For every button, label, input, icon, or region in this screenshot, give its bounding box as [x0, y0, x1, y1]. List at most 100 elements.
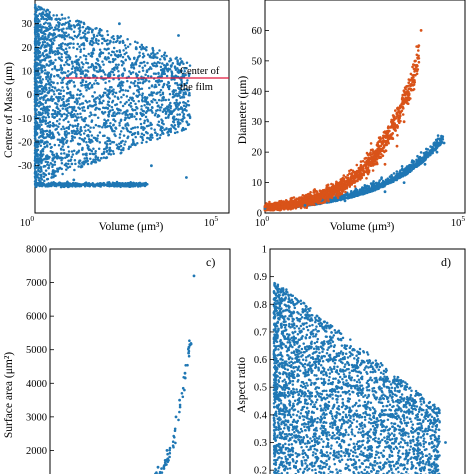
panel-a-point: [173, 66, 177, 69]
panel-a-point: [101, 37, 104, 40]
panel-a-point: [59, 104, 63, 108]
panel-a-point: [104, 141, 107, 144]
panel-a-point: [146, 136, 149, 140]
panel-a-point: [157, 114, 161, 118]
panel-a-point: [181, 120, 184, 123]
panel-a-point: [85, 61, 88, 65]
panel-a-point: [108, 183, 111, 186]
panel-a-point: [54, 128, 57, 131]
panel-a-point: [67, 153, 70, 156]
panel-a-point: [173, 108, 176, 111]
panel-a-point: [159, 93, 162, 97]
panel-a-point: [126, 113, 129, 117]
panel-a-point: [119, 144, 123, 148]
panel-a-point: [176, 113, 179, 116]
panel-a-point: [42, 64, 46, 68]
panel-a-point: [62, 100, 65, 104]
panel-a-point: [109, 142, 112, 146]
panel-a-point: [137, 99, 141, 103]
panel-a-point: [146, 118, 149, 122]
panel-a-point: [118, 183, 122, 186]
panel-a-point: [76, 122, 80, 126]
panel-a-point: [63, 43, 67, 46]
panel-a-point: [67, 111, 70, 115]
panel-a-point: [137, 78, 140, 81]
panel-a-point: [67, 120, 70, 124]
panel-a-point: [71, 65, 75, 68]
panel-b-point-blue: [408, 163, 411, 167]
panel-a-point: [136, 58, 139, 61]
panel-a-point: [129, 96, 132, 99]
panel-a-ytick-label: -10: [18, 114, 32, 125]
panel-a-point: [164, 116, 168, 120]
panel-a-point: [61, 86, 64, 89]
panel-a-point: [33, 137, 37, 140]
panel-a-point: [157, 120, 161, 124]
panel-a-point: [85, 141, 88, 144]
panel-b-point-blue: [354, 187, 358, 190]
panel-a-point: [144, 97, 147, 101]
panel-a-point: [59, 58, 63, 62]
panel-a-point: [57, 23, 61, 26]
panel-a-point: [175, 92, 178, 95]
panel-a-point: [61, 172, 64, 176]
panel-a-point: [67, 132, 71, 135]
panel-a-point: [33, 157, 37, 160]
panel-a-point: [101, 60, 104, 63]
panel-a-point: [107, 139, 110, 143]
panel-a-point: [40, 28, 43, 32]
panel-a-point: [34, 32, 37, 36]
panel-a-point: [127, 56, 131, 60]
panel-a-point: [40, 69, 43, 72]
panel-a-point: [82, 21, 86, 25]
panel-a-point: [44, 44, 48, 48]
panel-a-point: [79, 68, 83, 71]
panel-a-point: [55, 14, 59, 17]
panel-a-point: [158, 91, 161, 94]
panel-a-point: [53, 143, 57, 147]
panel-a-point: [170, 123, 173, 127]
panel-a-point: [166, 109, 170, 112]
panel-a-point: [162, 53, 166, 57]
panel-a-point: [117, 63, 120, 67]
panel-a-point: [72, 24, 75, 27]
panel-a-point: [46, 22, 50, 25]
panel-a-point: [135, 111, 138, 115]
panel-a-point: [123, 102, 127, 106]
panel-a-point: [153, 61, 156, 65]
panel-a-point: [56, 155, 60, 158]
panel-a-point: [68, 123, 72, 127]
panel-a-point: [159, 128, 162, 132]
panel-a-point: [87, 124, 90, 127]
panel-a-point: [140, 61, 143, 65]
panel-a-point: [163, 128, 166, 132]
panel-a-point: [81, 31, 85, 34]
panel-a-point: [98, 108, 101, 111]
panel-a-point: [37, 166, 40, 169]
panel-b-point-blue: [362, 192, 365, 195]
panel-a-point: [139, 122, 143, 126]
panel-a-point: [67, 162, 70, 166]
panel-a-point: [149, 135, 152, 139]
panel-a-point: [44, 101, 47, 105]
panel-a-point: [65, 74, 69, 77]
panel-a-point: [101, 111, 104, 115]
panel-a-point: [109, 121, 112, 125]
panel-a-point: [46, 91, 49, 94]
panel-b-point-blue: [341, 196, 345, 199]
panel-a-point: [53, 112, 57, 115]
panel-a-point: [138, 64, 141, 68]
panel-a-point: [56, 27, 59, 31]
panel-a-point: [53, 182, 56, 185]
panel-a-point: [102, 156, 106, 159]
panel-a-point: [112, 88, 115, 91]
panel-a-point: [101, 34, 104, 37]
panel-b-point-orange: [401, 113, 405, 116]
panel-a-point: [119, 34, 123, 38]
panel-b-points: [263, 29, 446, 212]
panel-a-point: [34, 85, 37, 89]
panel-a-point: [90, 134, 94, 137]
panel-a-point: [37, 173, 40, 176]
panel-a-point: [41, 51, 45, 55]
panel-a-point: [53, 109, 57, 113]
